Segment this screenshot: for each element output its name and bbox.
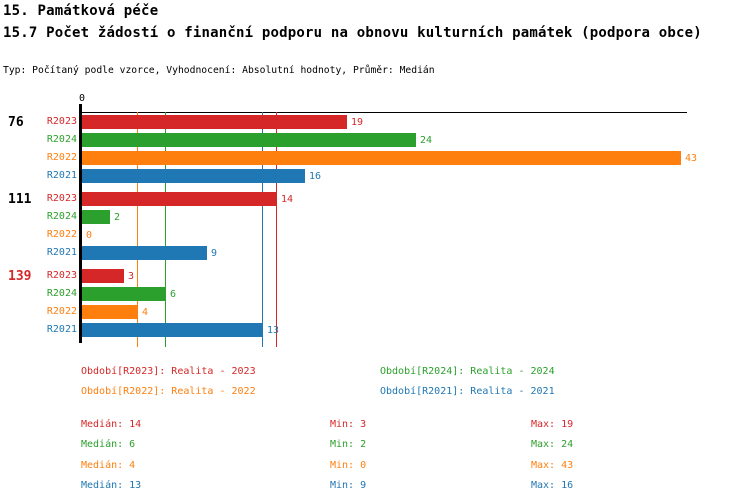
bar-value-label: 4 bbox=[142, 307, 149, 318]
bar-value-label: 19 bbox=[351, 117, 364, 128]
bar-value-label: 3 bbox=[128, 271, 135, 282]
stat-min-r2023: Min: 3 bbox=[330, 419, 367, 430]
bar-r2021 bbox=[82, 246, 207, 260]
page-subtitle: 15.7 Počet žádostí o finanční podporu na… bbox=[3, 25, 702, 41]
stat-median-r2022: Medián: 4 bbox=[81, 460, 136, 471]
bar-r2022 bbox=[82, 305, 138, 319]
bar-r2023 bbox=[82, 115, 347, 129]
page-title: 15. Památková péče bbox=[3, 3, 159, 19]
bar-r2023 bbox=[82, 269, 124, 283]
row-label-r2021: R2021 bbox=[46, 324, 77, 335]
group-label: 139 bbox=[8, 269, 32, 284]
row-label-r2023: R2023 bbox=[46, 116, 77, 127]
stat-min-r2024: Min: 2 bbox=[330, 439, 367, 450]
group-label: 111 bbox=[8, 192, 32, 207]
bar-r2024 bbox=[82, 210, 110, 224]
legend-item-r2022: Období[R2022]: Realita - 2022 bbox=[81, 386, 256, 397]
bar-r2023 bbox=[82, 192, 277, 206]
y-axis-line bbox=[79, 104, 82, 343]
bar-r2024 bbox=[82, 133, 416, 147]
stat-median-r2023: Medián: 14 bbox=[81, 419, 142, 430]
stat-max-r2023: Max: 19 bbox=[531, 419, 574, 430]
bar-value-label: 6 bbox=[170, 289, 177, 300]
bar-value-label: 43 bbox=[685, 153, 698, 164]
bar-value-label: 16 bbox=[309, 171, 322, 182]
bar-r2022 bbox=[82, 151, 681, 165]
row-label-r2021: R2021 bbox=[46, 247, 77, 258]
stat-median-r2021: Medián: 13 bbox=[81, 480, 142, 491]
bar-value-label: 2 bbox=[114, 212, 121, 223]
group-label: 76 bbox=[8, 115, 24, 130]
axis-tick-zero-label: 0 bbox=[78, 93, 86, 104]
legend-item-r2023: Období[R2023]: Realita - 2023 bbox=[81, 366, 256, 377]
row-label-r2023: R2023 bbox=[46, 193, 77, 204]
stat-median-r2024: Medián: 6 bbox=[81, 439, 136, 450]
row-label-r2022: R2022 bbox=[46, 229, 77, 240]
stat-min-r2022: Min: 0 bbox=[330, 460, 367, 471]
row-label-r2024: R2024 bbox=[46, 211, 77, 222]
stat-max-r2021: Max: 16 bbox=[531, 480, 574, 491]
legend-item-r2021: Období[R2021]: Realita - 2021 bbox=[380, 386, 555, 397]
median-line-r2023 bbox=[276, 112, 277, 347]
bar-r2021 bbox=[82, 323, 263, 337]
stat-min-r2021: Min: 9 bbox=[330, 480, 367, 491]
bar-value-label: 13 bbox=[267, 325, 280, 336]
bar-value-label: 9 bbox=[211, 248, 218, 259]
row-label-r2021: R2021 bbox=[46, 170, 77, 181]
row-label-r2024: R2024 bbox=[46, 288, 77, 299]
bar-r2024 bbox=[82, 287, 166, 301]
median-line-r2022 bbox=[137, 112, 138, 347]
bar-r2021 bbox=[82, 169, 305, 183]
stat-max-r2022: Max: 43 bbox=[531, 460, 574, 471]
bar-value-label: 14 bbox=[281, 194, 294, 205]
median-line-r2024 bbox=[165, 112, 166, 347]
row-label-r2023: R2023 bbox=[46, 270, 77, 281]
bar-value-label: 0 bbox=[86, 230, 93, 241]
chart-meta: Typ: Počítaný podle vzorce, Vyhodnocení:… bbox=[3, 65, 435, 76]
median-line-r2021 bbox=[262, 112, 263, 347]
row-label-r2024: R2024 bbox=[46, 134, 77, 145]
row-label-r2022: R2022 bbox=[46, 306, 77, 317]
stat-max-r2024: Max: 24 bbox=[531, 439, 574, 450]
legend-item-r2024: Období[R2024]: Realita - 2024 bbox=[380, 366, 555, 377]
row-label-r2022: R2022 bbox=[46, 152, 77, 163]
x-axis-line bbox=[79, 112, 687, 113]
bar-value-label: 24 bbox=[420, 135, 433, 146]
